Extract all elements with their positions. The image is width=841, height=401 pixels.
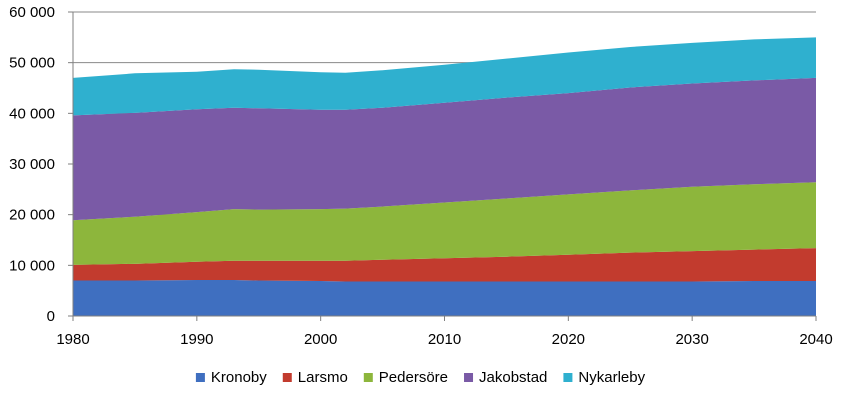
legend-swatch-kronoby bbox=[195, 373, 205, 382]
x-tick-label: 1990 bbox=[180, 331, 213, 348]
legend-swatch-pedersore bbox=[363, 373, 373, 382]
legend-label-pedersore: Pedersöre bbox=[379, 369, 448, 386]
y-tick-label: 20 000 bbox=[9, 207, 55, 224]
legend-label-larsmo: Larsmo bbox=[298, 369, 348, 386]
legend-swatch-nykarleby bbox=[563, 373, 573, 382]
y-tick-label: 60 000 bbox=[9, 4, 55, 21]
x-tick-label: 1980 bbox=[56, 331, 89, 348]
legend-swatch-jakobstad bbox=[464, 373, 474, 382]
x-tick-label: 2000 bbox=[304, 331, 337, 348]
y-tick-label: 30 000 bbox=[9, 156, 55, 173]
legend-label-jakobstad: Jakobstad bbox=[479, 369, 547, 386]
legend-label-nykarleby: Nykarleby bbox=[578, 369, 645, 386]
x-tick-label: 2030 bbox=[675, 331, 708, 348]
legend-label-kronoby: Kronoby bbox=[211, 369, 267, 386]
area-jakobstad bbox=[73, 77, 816, 221]
y-tick-label: 0 bbox=[47, 308, 55, 325]
area-nykarleby bbox=[73, 37, 816, 116]
legend: Kronoby Larsmo Pedersöre Jakobstad Nykarleby bbox=[195, 369, 646, 386]
area-kronoby bbox=[73, 280, 816, 316]
area-larsmo bbox=[73, 248, 816, 282]
y-tick-label: 40 000 bbox=[9, 105, 55, 122]
x-tick-label: 2040 bbox=[799, 331, 832, 348]
axes bbox=[68, 11, 817, 321]
area-pedersore bbox=[73, 182, 816, 265]
legend-swatch-larsmo bbox=[282, 373, 292, 382]
x-tick-label: 2010 bbox=[428, 331, 461, 348]
x-axis-tick-labels: 1980 1990 2000 2010 2020 2030 2040 bbox=[56, 331, 832, 348]
y-axis-tick-labels: 0 10 000 20 000 30 000 40 000 50 000 60 000 bbox=[9, 4, 55, 325]
area-series bbox=[73, 37, 816, 316]
y-tick-label: 50 000 bbox=[9, 55, 55, 72]
y-tick-label: 10 000 bbox=[9, 257, 55, 274]
x-tick-label: 2020 bbox=[552, 331, 585, 348]
